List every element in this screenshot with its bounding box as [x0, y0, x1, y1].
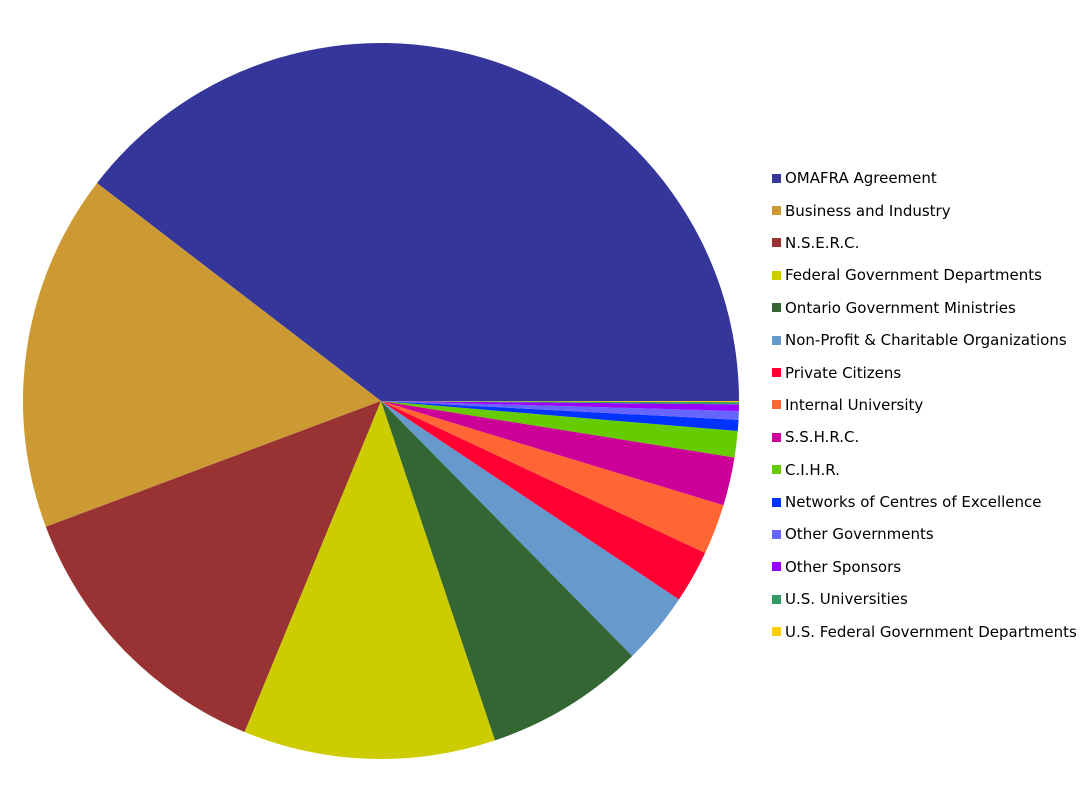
legend-item: N.S.E.R.C.	[772, 227, 1077, 259]
legend-item: Federal Government Departments	[772, 259, 1077, 291]
pie-slice-11	[381, 401, 739, 420]
legend-label: OMAFRA Agreement	[785, 169, 937, 188]
legend-swatch	[772, 594, 781, 604]
legend-label: Other Sponsors	[785, 557, 902, 576]
legend-label: Private Citizens	[785, 363, 902, 382]
legend-label: U.S. Federal Government Departments	[785, 622, 1077, 641]
pie-slice-12	[381, 401, 739, 412]
chart-legend: OMAFRA Agreement Business and Industry N.S…	[772, 162, 1077, 648]
legend-item: Networks of Centres of Excellence	[772, 486, 1077, 518]
legend-label: N.S.E.R.C.	[785, 233, 860, 252]
legend-item: Business and Industry	[772, 194, 1077, 226]
legend-item: C.I.H.R.	[772, 454, 1077, 486]
pie-slice-1	[22, 183, 382, 527]
legend-swatch	[772, 206, 781, 216]
legend-item: Other Governments	[772, 518, 1077, 550]
legend-label: Business and Industry	[785, 201, 951, 220]
legend-swatch	[772, 368, 781, 378]
pie-slice-9	[381, 401, 738, 458]
legend-swatch	[772, 465, 781, 475]
legend-item: OMAFRA Agreement	[772, 162, 1077, 194]
legend-label: Ontario Government Ministries	[785, 298, 1016, 317]
pie-slice-7	[381, 401, 724, 553]
legend-swatch	[772, 432, 781, 442]
legend-swatch	[772, 627, 781, 637]
legend-swatch	[772, 529, 781, 539]
legend-label: Non-Profit & Charitable Organizations	[785, 331, 1067, 350]
legend-label: S.S.H.R.C.	[785, 428, 860, 447]
pie-slice-13	[381, 401, 739, 405]
legend-item: Other Sponsors	[772, 551, 1077, 583]
legend-swatch	[772, 303, 781, 313]
legend-swatch	[772, 173, 781, 183]
legend-label: Networks of Centres of Excellence	[785, 493, 1042, 512]
legend-swatch	[772, 400, 781, 410]
legend-item: Internal University	[772, 389, 1077, 421]
legend-label: Federal Government Departments	[785, 266, 1042, 285]
legend-item: Private Citizens	[772, 356, 1077, 388]
pie-slice-10	[381, 401, 739, 432]
legend-item: Ontario Government Ministries	[772, 292, 1077, 324]
pie-slice-2	[45, 401, 381, 732]
pie-slice-0	[96, 43, 740, 401]
legend-label: Other Governments	[785, 525, 934, 544]
legend-item: S.S.H.R.C.	[772, 421, 1077, 453]
pie-slice-4	[381, 401, 633, 741]
legend-swatch	[772, 335, 781, 345]
legend-item: U.S. Federal Government Departments	[772, 615, 1077, 647]
legend-swatch	[772, 270, 781, 280]
legend-swatch	[772, 497, 781, 507]
pie-slice-8	[381, 401, 735, 506]
legend-label: Internal University	[785, 395, 924, 414]
legend-swatch	[772, 238, 781, 248]
legend-swatch	[772, 562, 781, 572]
legend-label: C.I.H.R.	[785, 460, 840, 479]
pie-slice-6	[381, 401, 706, 600]
legend-label: U.S. Universities	[785, 590, 908, 609]
pie-slice-5	[381, 401, 679, 657]
legend-item: Non-Profit & Charitable Organizations	[772, 324, 1077, 356]
pie-slice-3	[244, 401, 496, 760]
legend-item: U.S. Universities	[772, 583, 1077, 615]
pie-slice-14	[381, 401, 740, 403]
